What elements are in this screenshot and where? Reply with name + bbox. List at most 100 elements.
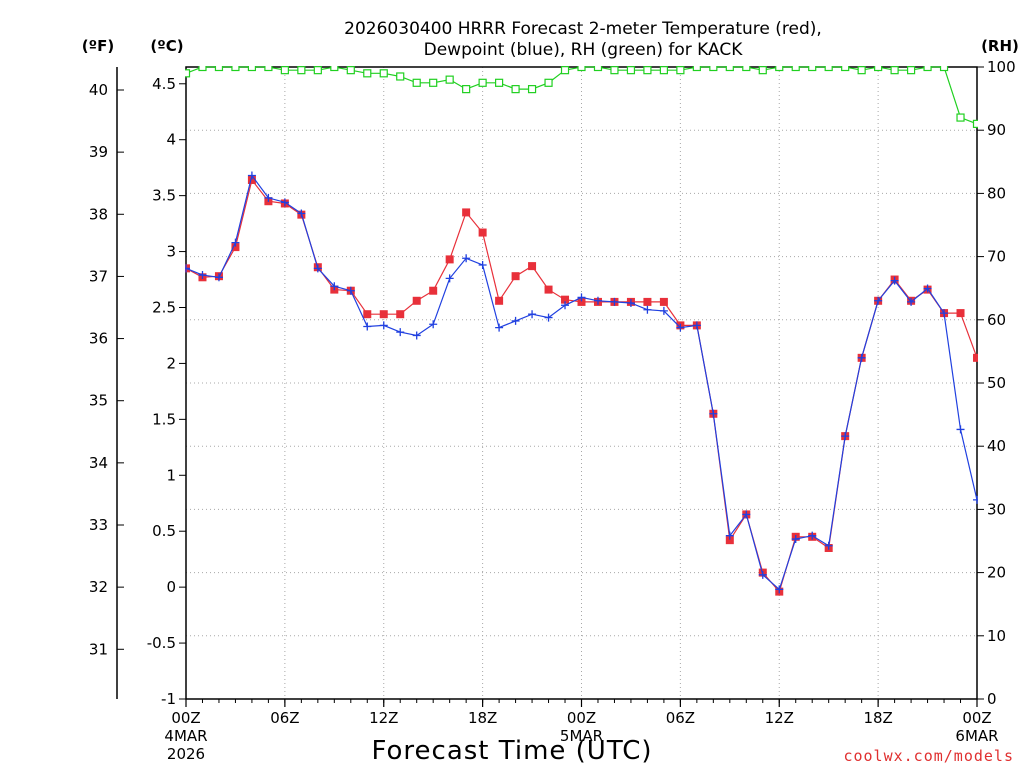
dewpoint-marker: [445, 274, 454, 283]
temperature-marker: [577, 297, 586, 306]
celsius-tick-label: 1: [166, 466, 176, 484]
rh-marker: [610, 66, 619, 75]
dewpoint-marker: [231, 238, 240, 247]
dewpoint-marker: [659, 306, 668, 315]
dewpoint-marker: [198, 271, 207, 280]
rh-marker: [247, 66, 257, 72]
fahrenheit-tick-label: 35: [89, 392, 108, 410]
dewpoint-marker: [643, 305, 652, 314]
rh-marker: [791, 66, 800, 72]
dewpoint-marker: [610, 297, 619, 306]
celsius-tick-label: 4: [166, 131, 176, 149]
rh-marker: [709, 66, 718, 72]
dewpoint-marker: [577, 293, 586, 302]
dewpoint-marker: [725, 531, 734, 540]
temperature-marker: [495, 296, 504, 305]
dewpoint-marker: [791, 535, 800, 544]
rh-marker: [659, 66, 668, 75]
rh-tick-label: 0: [987, 690, 997, 708]
fahrenheit-tick-label: 38: [89, 205, 108, 223]
rh-marker: [214, 66, 224, 72]
rh-tick-label: 10: [987, 627, 1006, 645]
dewpoint-marker: [874, 296, 883, 305]
dewpoint-marker: [478, 260, 487, 269]
dewpoint-marker: [742, 510, 751, 519]
rh-marker: [231, 66, 240, 72]
rh-marker: [495, 78, 504, 87]
dewpoint-marker: [692, 321, 701, 330]
temperature-marker: [973, 353, 978, 362]
x-tick-date-label: 4MAR: [164, 727, 207, 745]
rh-marker: [939, 66, 949, 72]
dewpoint-marker: [593, 296, 602, 305]
temperature-marker: [247, 175, 256, 184]
dewpoint-marker: [956, 425, 965, 434]
x-axis-label: Forecast Time (UTC): [371, 736, 652, 766]
rh-tick-label: 30: [987, 500, 1006, 518]
celsius-tick-label: 2: [166, 354, 176, 372]
x-tick-label: 12Z: [369, 709, 398, 727]
rh-tick-label: 70: [987, 248, 1006, 266]
dewpoint-marker: [775, 585, 784, 594]
dewpoint-marker: [841, 432, 850, 441]
x-tick-label: 00Z: [567, 709, 596, 727]
dewpoint-marker: [907, 297, 916, 306]
dewpoint-marker: [297, 209, 306, 218]
rh-marker: [692, 66, 701, 72]
fahrenheit-tick-label: 32: [89, 578, 108, 596]
rh-unit-label: (RH): [981, 37, 1019, 55]
rh-marker: [412, 78, 421, 87]
dewpoint-marker: [511, 316, 520, 325]
rh-marker: [577, 66, 586, 72]
rh-tick-label: 50: [987, 374, 1006, 392]
data-series: [185, 66, 978, 596]
dewpoint-marker: [528, 310, 537, 319]
dewpoint-marker: [330, 282, 339, 291]
rh-marker: [676, 66, 685, 75]
temperature-marker: [659, 297, 668, 306]
celsius-tick-label: -0.5: [147, 634, 176, 652]
dewpoint-marker: [973, 495, 978, 504]
rh-marker: [874, 66, 883, 72]
fahrenheit-tick-label: 40: [89, 81, 108, 99]
x-tick-year-label: 2026: [167, 745, 205, 763]
dewpoint-marker: [264, 193, 273, 202]
dewpoint-marker: [758, 570, 767, 579]
rh-marker: [972, 119, 978, 128]
x-tick-label: 18Z: [468, 709, 497, 727]
temperature-marker: [511, 272, 520, 281]
rh-marker: [297, 66, 306, 75]
x-tick-label: 06Z: [666, 709, 695, 727]
rh-marker: [775, 66, 784, 72]
celsius-tick-label: 0.5: [152, 522, 176, 540]
temperature-marker: [429, 286, 438, 295]
rh-marker: [758, 66, 767, 75]
x-tick-label: 00Z: [171, 709, 200, 727]
rh-marker: [198, 66, 207, 72]
axes: -1 -0.5 0 0.5 1 1.5 2 2.5 3 3.5 4 4.5 31 32 33 34 35 36 37…: [89, 58, 1016, 763]
rh-tick-label: 40: [987, 437, 1006, 455]
series-group: [185, 66, 978, 596]
x-tick-label: 18Z: [863, 709, 892, 727]
rh-marker: [462, 85, 471, 94]
dewpoint-marker: [561, 301, 570, 310]
celsius-unit-label: (ºC): [150, 37, 183, 55]
rh-marker: [445, 75, 454, 84]
grid-lines: [186, 67, 977, 699]
temperature-marker: [725, 536, 734, 545]
temperature-marker: [544, 285, 553, 294]
chart-title-line1: 2026030400 HRRR Forecast 2-meter Tempera…: [344, 19, 822, 39]
celsius-tick-label: 3.5: [152, 187, 176, 205]
temperature-marker: [478, 228, 487, 237]
fahrenheit-tick-label: 37: [89, 267, 108, 285]
rh-marker: [643, 66, 652, 75]
rh-marker: [313, 66, 322, 75]
temperature-marker: [363, 310, 372, 319]
dewpoint-marker: [396, 328, 405, 337]
temperature-marker: [528, 262, 537, 271]
rh-marker: [956, 113, 965, 122]
rh-marker: [330, 66, 339, 72]
fahrenheit-tick-label: 36: [89, 330, 108, 348]
celsius-tick-label: 4.5: [152, 75, 176, 93]
temperature-marker: [462, 208, 471, 217]
